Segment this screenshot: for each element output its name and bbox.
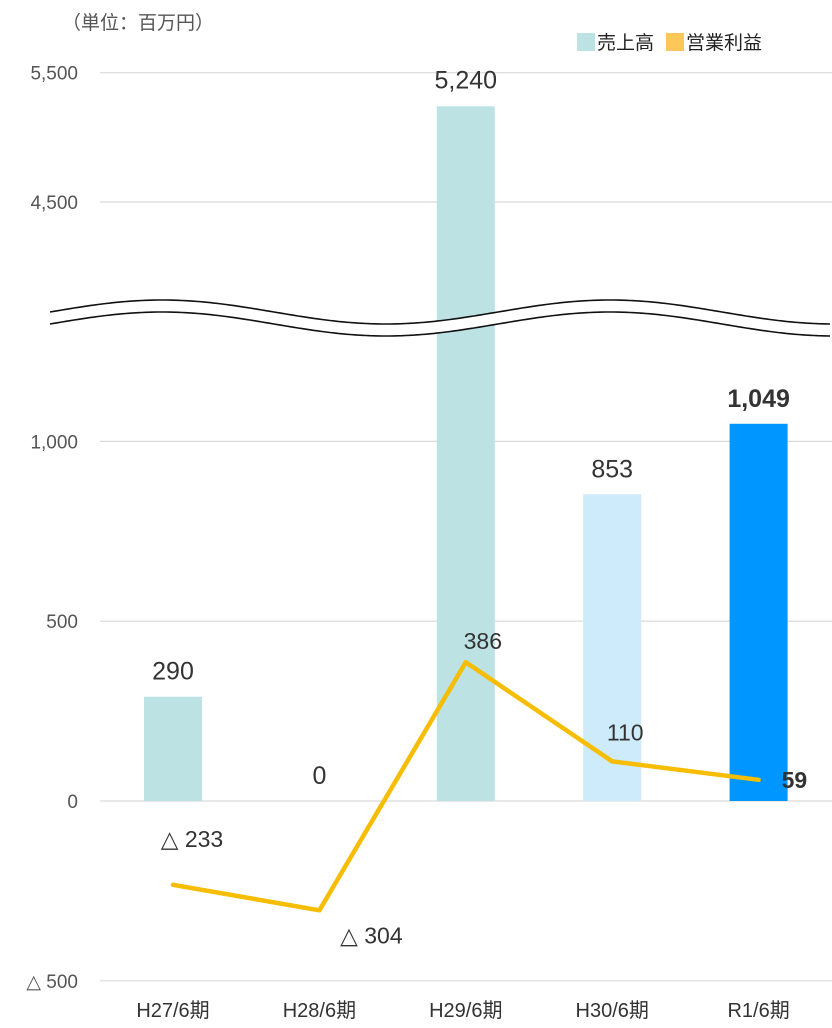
- profit-line: [170, 659, 761, 913]
- sales-bar: [729, 423, 788, 801]
- sales-bar: [436, 106, 495, 802]
- profit-data-label: 110: [607, 719, 644, 745]
- legend-label-profit: 営業利益: [686, 32, 763, 54]
- sales-data-label: 0: [312, 762, 326, 790]
- sales-bar: [144, 696, 202, 801]
- y-tick-label: 5,500: [30, 64, 78, 85]
- legend-swatch-sales: [577, 32, 595, 51]
- legend-swatch-profit: [666, 32, 685, 51]
- sales-bar: [583, 494, 642, 801]
- x-tick-label: H29/6期: [429, 1000, 502, 1022]
- y-tick-label: △ 500: [26, 972, 78, 993]
- chart-legend: 売上高 営業利益: [577, 28, 774, 55]
- axis-break-line: [49, 299, 831, 325]
- sales-data-label: 290: [152, 658, 194, 686]
- axis-break-fill: [50, 300, 832, 336]
- x-tick-label: R1/6期: [727, 1000, 789, 1022]
- axis-break-line: [49, 311, 831, 337]
- y-tick-label: 4,500: [30, 193, 78, 214]
- sales-data-label: 5,240: [435, 66, 498, 94]
- profit-data-label: △ 304: [340, 922, 403, 948]
- unit-label: （単位：百万円）: [62, 12, 215, 34]
- x-tick-label: H28/6期: [283, 1000, 356, 1022]
- y-tick-label: 0: [67, 792, 78, 813]
- x-tick-label: H30/6期: [576, 1000, 649, 1022]
- sales-data-label: 1,049: [727, 385, 790, 413]
- y-tick-label: 1,000: [30, 432, 78, 453]
- legend-item-sales: 売上高: [577, 28, 654, 55]
- sales-data-label: 853: [591, 455, 633, 483]
- profit-data-label: △ 233: [161, 826, 223, 852]
- profit-data-label: 59: [782, 767, 808, 793]
- y-tick-label: 500: [46, 612, 78, 633]
- legend-item-profit: 営業利益: [666, 28, 762, 55]
- x-tick-label: H27/6期: [136, 1000, 209, 1022]
- profit-data-label: 386: [464, 628, 502, 654]
- legend-label-sales: 売上高: [597, 32, 655, 54]
